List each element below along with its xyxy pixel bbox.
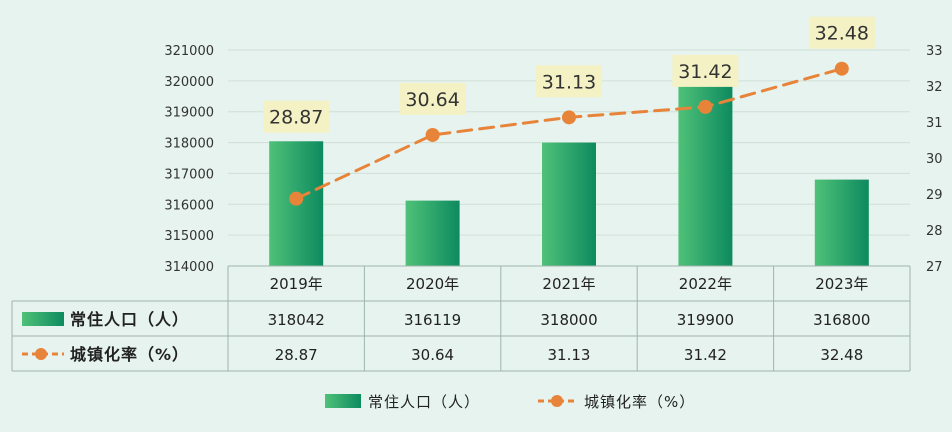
data-label-text: 31.13 (542, 71, 596, 93)
line-point (425, 127, 440, 142)
y-left-tick-label: 318000 (164, 137, 214, 152)
line-point (562, 110, 576, 125)
table-cell: 32.48 (820, 346, 863, 364)
bar (405, 200, 460, 266)
data-label-text: 31.42 (678, 61, 732, 83)
y-left-tick-label: 320000 (164, 75, 214, 90)
data-label: 31.13 (536, 65, 602, 98)
data-label: 30.64 (399, 82, 466, 115)
y-right-tick-label: 33 (926, 44, 943, 59)
y-left-tick-label: 316000 (164, 198, 214, 213)
table-bar-swatch (22, 312, 64, 326)
table-row-label-bar: 常住人口（人） (70, 310, 189, 329)
data-label-text: 30.64 (405, 89, 459, 111)
table-cell: 319900 (677, 311, 734, 329)
data-label: 31.42 (672, 54, 739, 87)
y-right-tick-label: 29 (926, 188, 943, 203)
line-series (289, 61, 849, 206)
data-label: 32.48 (808, 16, 875, 49)
table-cell: 31.42 (684, 346, 727, 364)
y-right-tick-label: 32 (926, 80, 943, 95)
table-row-label-line: 城镇化率（%） (70, 345, 189, 364)
line-value-labels: 28.87 30.64 31.13 31.42 32.48 (263, 16, 875, 133)
bar (542, 142, 596, 266)
bar (814, 179, 869, 266)
x-category-label: 2020年 (406, 275, 459, 293)
table-cell: 316119 (404, 311, 461, 329)
data-label: 28.87 (263, 100, 330, 133)
y-left-tick-label: 319000 (164, 106, 214, 121)
data-label-bg (263, 100, 330, 133)
legend: 常住人口（人） 城镇化率（%） (325, 393, 695, 411)
legend-line-swatch-dot (551, 395, 563, 407)
bar (678, 83, 733, 266)
bar-series (269, 83, 869, 266)
table-cell: 31.13 (548, 346, 591, 364)
line-point (289, 191, 304, 206)
x-category-label: 2022年 (679, 275, 732, 293)
legend-bar-swatch (325, 394, 361, 408)
table-cell: 316800 (813, 311, 870, 329)
y-axis-left: 314000 315000 316000 317000 318000 319000 3200… (164, 44, 214, 275)
x-category-label: 2023年 (815, 275, 868, 293)
x-category-label: 2019年 (270, 275, 323, 293)
legend-line-label: 城镇化率（%） (584, 393, 695, 411)
line-point (698, 99, 713, 114)
y-left-tick-label: 315000 (164, 229, 214, 244)
y-right-tick-label: 28 (926, 224, 943, 239)
y-right-tick-label: 27 (926, 260, 943, 275)
table-cell: 28.87 (275, 346, 318, 364)
line-point (834, 61, 849, 76)
y-left-tick-label: 317000 (164, 167, 214, 182)
table-cell: 318042 (268, 311, 325, 329)
table-cell: 30.64 (411, 346, 454, 364)
y-left-tick-label: 321000 (164, 44, 214, 59)
y-axis-right: 27 28 29 30 31 32 33 (926, 44, 943, 275)
y-right-tick-label: 31 (926, 116, 943, 131)
data-label-text: 32.48 (815, 23, 869, 45)
data-label-bg (808, 16, 875, 49)
y-left-tick-label: 314000 (164, 260, 214, 275)
data-label-bg (399, 82, 466, 115)
table-cell: 318000 (540, 311, 597, 329)
legend-bar-label: 常住人口（人） (368, 393, 480, 411)
y-right-tick-label: 30 (926, 152, 943, 167)
x-category-label: 2021年 (542, 275, 595, 293)
data-label-bg (672, 54, 739, 87)
data-label-text: 28.87 (269, 107, 323, 129)
data-label-bg (536, 65, 602, 98)
table-line-swatch-dot (35, 348, 47, 360)
